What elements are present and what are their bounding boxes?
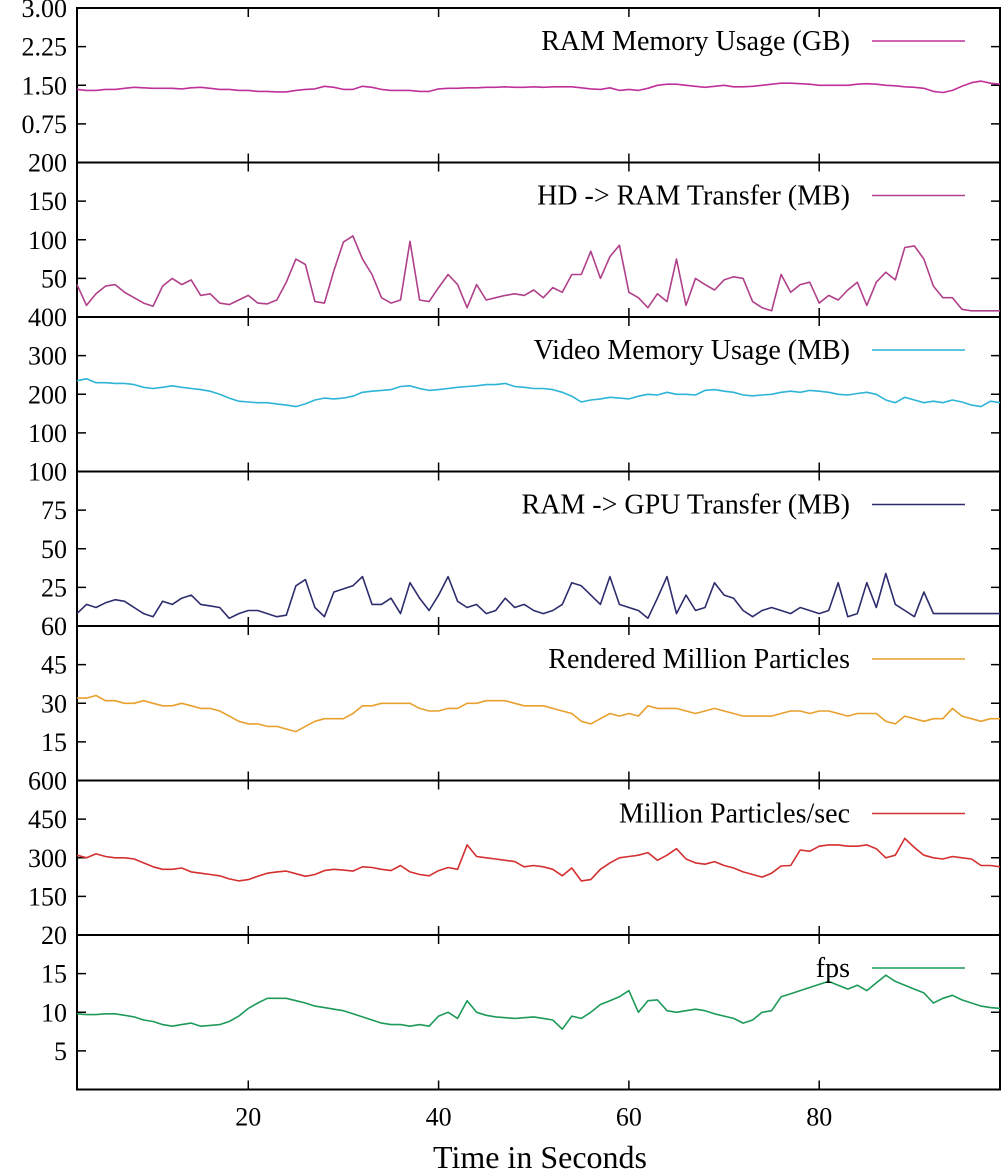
y-tick-label: 25 [41,573,67,602]
y-tick-label: 100 [28,458,67,487]
y-tick-label: 45 [41,651,67,680]
x-tick-label: 20 [235,1103,261,1132]
y-tick-label: 10 [41,998,67,1027]
legend-label: RAM -> GPU Transfer (MB) [522,490,850,521]
y-tick-label: 15 [41,960,67,989]
series-line [76,377,1001,408]
y-tick-label: 200 [28,149,67,178]
legend-label: Rendered Million Particles [548,644,850,675]
y-tick-label: 200 [28,380,67,409]
y-tick-label: 50 [41,535,67,564]
panel-frame [76,625,1001,782]
panel-frame [76,7,1001,164]
y-tick-label: 1.50 [22,71,68,100]
y-tick-label: 100 [28,226,67,255]
x-tick-label: 40 [426,1103,452,1132]
legend-label: RAM Memory Usage (GB) [541,26,850,57]
series-line [76,572,1000,620]
y-tick-label: 150 [28,187,67,216]
y-tick-label: 3.00 [22,0,68,23]
panel-5: 15 30 45 60 Rendered Million Particles [41,612,1001,782]
panel-frame [76,934,1001,1091]
legend-label: fps [816,953,850,984]
x-axis: 20 40 60 80 [235,1103,832,1132]
y-tick-label: 15 [41,728,67,757]
series-line [76,235,1000,312]
y-tick-label: 2.25 [22,33,68,62]
x-tick-label: 60 [616,1103,642,1132]
y-tick-label: 30 [41,689,67,718]
y-tick-label: 400 [28,303,67,332]
x-axis-title: Time in Seconds [433,1139,647,1175]
y-tick-label: 50 [41,264,67,293]
legend-label: HD -> RAM Transfer (MB) [537,181,850,212]
y-tick-label: 0.75 [22,110,68,139]
panel-6: 150 300 450 600 Million Particles/sec [28,767,1001,936]
y-tick-label: 20 [41,921,67,950]
y-tick-label: 150 [28,882,67,911]
panel-frame [76,779,1001,936]
panel-4: 25 50 75 100 RAM -> GPU Transfer (MB) [28,458,1001,627]
panel-1: 0.75 1.50 2.25 3.00 RAM Memory Usage (GB) [22,0,1001,164]
panels-layer: 0.75 1.50 2.25 3.00 RAM Memory Usage (GB) 50 1… [22,0,1001,1091]
y-tick-label: 450 [28,805,67,834]
y-tick-label: 300 [28,342,67,371]
y-tick-label: 600 [28,767,67,796]
series-line [77,694,1000,733]
legend-label: Video Memory Usage (MB) [534,335,850,366]
y-tick-label: 60 [41,612,67,641]
series-line [76,837,1001,882]
panel-3: 100 200 300 400 Video Memory Usage (MB) [28,303,1001,473]
y-tick-label: 300 [28,844,67,873]
series-line [76,974,1001,1030]
y-tick-label: 75 [41,496,67,525]
legend-label: Million Particles/sec [619,799,850,830]
y-tick-label: 5 [54,1037,67,1066]
series-line [76,80,1001,94]
panel-2: 50 100 150 200 HD -> RAM Transfer (MB) [28,149,1001,318]
panel-7: 5 10 15 20 fps [41,921,1001,1091]
y-tick-label: 100 [28,419,67,448]
x-tick-label: 80 [806,1103,832,1132]
